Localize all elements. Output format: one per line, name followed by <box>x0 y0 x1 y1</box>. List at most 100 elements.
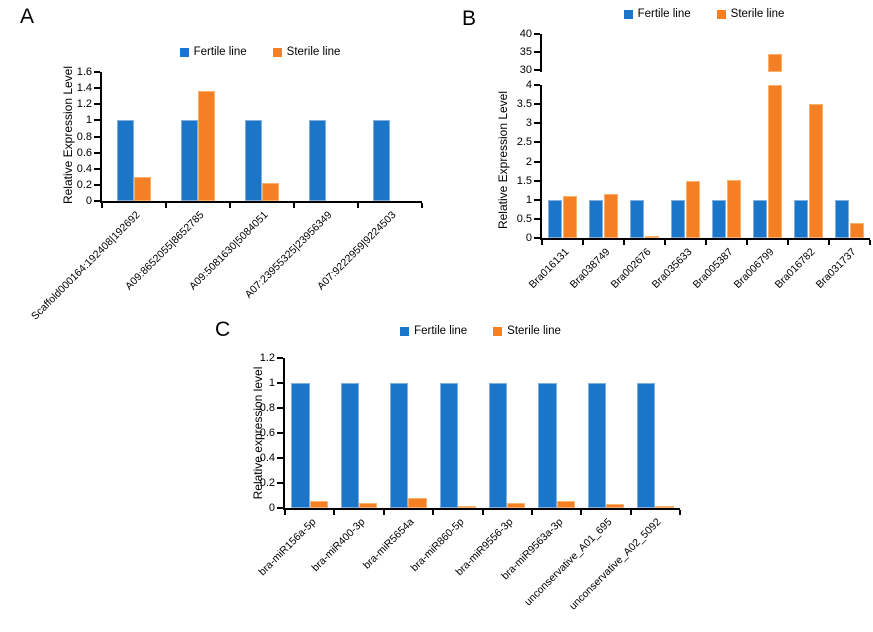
y-tick-label: 1 <box>525 193 532 206</box>
y-axis-tick <box>94 103 100 106</box>
bar-fertile <box>588 199 604 238</box>
bar-sterile <box>605 504 625 508</box>
y-axis-tick <box>277 432 283 434</box>
y-axis-tick <box>94 71 100 73</box>
y-tick-label: 1.2 <box>259 352 275 364</box>
bar-fertile <box>439 383 458 508</box>
legend-fertile-label: Fertile line <box>414 325 468 337</box>
x-axis-tick <box>165 203 167 208</box>
legend-sterile-label: Sterile line <box>286 46 341 58</box>
bar-fertile <box>711 199 727 238</box>
y-axis-tick <box>534 141 540 144</box>
bar-fertile <box>340 383 360 508</box>
y-tick-label: 1.2 <box>76 98 92 111</box>
x-axis-tick <box>382 510 385 515</box>
y-axis-tick <box>534 84 540 86</box>
y-axis-tick <box>534 237 540 239</box>
bar-fertile <box>670 199 686 238</box>
sterile-swatch-icon <box>493 327 503 336</box>
legend-a: Fertile line Sterile line <box>100 46 420 59</box>
x-axis-tick <box>828 240 830 245</box>
bar-sterile <box>359 503 378 508</box>
bar-sterile <box>408 498 427 508</box>
fertile-swatch-icon <box>623 10 633 19</box>
legend-sterile-label: Sterile line <box>507 325 561 337</box>
y-axis-tick <box>534 50 540 53</box>
bar-fertile <box>291 383 310 508</box>
legend-fertile-label: Fertile line <box>637 8 691 20</box>
y-axis-tick <box>534 33 540 35</box>
x-axis-tick <box>333 510 336 515</box>
x-axis-tick <box>229 203 231 208</box>
legend-item-fertile: Fertile line <box>179 46 247 59</box>
sterile-swatch-icon <box>716 10 726 19</box>
y-tick-label: 0 <box>525 232 532 244</box>
y-axis-tick <box>94 167 100 170</box>
y-axis-tick <box>277 407 283 409</box>
y-tick-label: 40 <box>519 28 532 40</box>
bar-sterile <box>767 85 783 238</box>
x-axis-tick <box>869 240 871 245</box>
y-tick-label: 2.5 <box>516 136 532 149</box>
x-axis-tick <box>432 510 435 515</box>
y-tick-label: 30 <box>519 63 532 76</box>
x-axis-tick <box>787 240 789 245</box>
panel-letter-c: C <box>215 318 231 341</box>
panel-letter-b: B <box>462 7 477 30</box>
y-axis-tick <box>534 68 540 71</box>
bar-fertile <box>587 383 606 508</box>
x-axis-tick <box>582 240 584 245</box>
y-axis-tick <box>277 507 283 509</box>
legend-fertile-label: Fertile line <box>193 46 247 58</box>
bar-fertile <box>793 199 809 238</box>
bar-fertile <box>372 120 390 201</box>
x-axis-tick <box>664 240 666 245</box>
y-tick-label: 4 <box>525 79 532 91</box>
fertile-swatch-icon <box>400 327 410 336</box>
y-tick-label: 1 <box>85 114 92 127</box>
x-axis-tick <box>293 203 295 208</box>
sterile-swatch-icon <box>272 48 282 57</box>
y-axis-tick <box>94 151 100 154</box>
y-axis-tick <box>277 382 283 384</box>
y-axis-tick <box>534 160 540 163</box>
y-tick-label: 1.5 <box>516 174 532 187</box>
y-tick-label: 0.2 <box>76 178 92 191</box>
fertile-swatch-icon <box>179 48 189 57</box>
bar-fertile <box>547 199 563 238</box>
bar-sterile <box>655 505 674 508</box>
x-axis-tick <box>623 240 625 245</box>
legend-sterile-label: Sterile line <box>730 8 785 20</box>
y-tick-label: 0.2 <box>259 477 275 489</box>
x-axis-tick <box>705 240 707 245</box>
bar-fertile <box>116 120 134 201</box>
y-tick-label: 0.6 <box>76 146 92 159</box>
bar-sterile <box>849 222 865 238</box>
y-tick-label: 1.4 <box>76 82 92 95</box>
x-axis-tick <box>481 510 484 515</box>
bar-fertile <box>637 383 656 508</box>
y-axis-tick <box>94 183 100 186</box>
bar-fertile <box>244 120 262 201</box>
plot-area-b-lower-segment: 0 0.5 1 1.5 2 2.5 3 3.5 4 Bra016131 Bra038749 Bra00… <box>517 79 871 291</box>
bar-sterile <box>808 104 824 238</box>
y-tick-label: 0.5 <box>516 212 532 225</box>
x-axis-tick <box>101 203 103 208</box>
y-tick-label: 35 <box>519 45 532 58</box>
bar-fertile <box>834 199 850 238</box>
y-axis-tick <box>94 119 100 122</box>
plot-area-c: 0 0.2 0.4 0.6 0.8 1 1.2 bra-miR156a-5p bra-miR40… <box>256 352 681 612</box>
category-label: bra-miR9563a-3p <box>498 516 566 583</box>
y-tick-label: 1 <box>268 377 275 389</box>
x-axis-tick <box>284 510 286 515</box>
y-axis-tick <box>534 103 540 106</box>
legend-item-fertile: Fertile line <box>623 8 691 21</box>
category-label: bra-miR156a-5p <box>256 516 319 579</box>
legend-item-sterile: Sterile line <box>716 8 785 21</box>
legend-item-sterile: Sterile line <box>272 46 341 59</box>
y-tick-label: 0.8 <box>76 130 92 143</box>
y-tick-label: 2 <box>525 155 532 168</box>
y-axis-tick <box>534 122 540 125</box>
category-label: bra-miR860-5p <box>408 516 467 575</box>
plot-area-a: 0 0.2 0.4 0.6 0.8 1 1.2 1.4 1.6 Scaffold000164:19… <box>29 66 423 323</box>
